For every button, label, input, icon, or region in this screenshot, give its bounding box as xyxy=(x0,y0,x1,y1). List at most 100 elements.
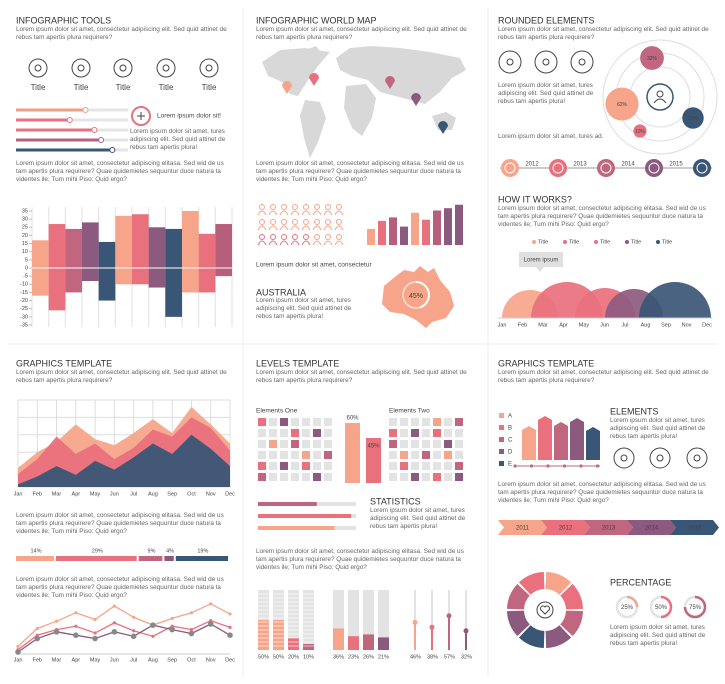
y-tick-label: 25 xyxy=(22,225,28,231)
level-cell xyxy=(411,451,419,459)
level-label: 23% xyxy=(348,654,359,660)
y-tick-label: -10 xyxy=(20,282,28,288)
x-tick-label: Jul xyxy=(130,491,137,497)
x-tick-label: Nov xyxy=(682,322,692,328)
level-label: 50% xyxy=(258,654,269,660)
paragraph: Lorem ipsum dolor sit amet, consectetur … xyxy=(498,205,706,228)
x-tick-label: Jan xyxy=(14,657,23,663)
paragraph: Lorem ipsum dolor sit amet, consectetur … xyxy=(256,26,467,41)
person-head xyxy=(281,234,287,240)
person-head xyxy=(336,204,342,210)
bar xyxy=(65,228,82,293)
y-tick-label: 10 xyxy=(22,249,28,255)
person-body xyxy=(323,240,333,246)
level-track xyxy=(378,590,389,650)
segment xyxy=(55,556,137,561)
x-tick-label: Apr xyxy=(559,322,568,328)
level-cell xyxy=(400,429,408,437)
bar xyxy=(215,224,232,277)
level-label: 10% xyxy=(303,654,314,660)
point xyxy=(189,628,194,632)
level-cell xyxy=(291,429,299,437)
point xyxy=(93,617,97,622)
person-head xyxy=(336,234,342,240)
chevron xyxy=(498,520,547,535)
level-track xyxy=(348,590,359,650)
paragraph: Lorem ipsum dolor sit amet, tures adipis… xyxy=(610,624,706,647)
axis-dot xyxy=(562,464,567,468)
person-body xyxy=(312,210,322,216)
level-cell xyxy=(302,418,310,426)
level-cell xyxy=(433,451,441,459)
y-tick-label: -35 xyxy=(20,322,28,328)
point xyxy=(169,626,175,633)
axis-dot xyxy=(513,464,517,468)
level-cell xyxy=(302,451,310,459)
bubble xyxy=(640,46,664,70)
x-tick-label: Feb xyxy=(33,657,42,663)
timeline-node xyxy=(645,159,663,177)
bar xyxy=(422,219,430,245)
bar xyxy=(444,208,452,245)
y-tick-label: 5 xyxy=(25,257,28,263)
person-body xyxy=(257,225,267,231)
level-cell xyxy=(280,429,288,437)
ring-label: 75% xyxy=(689,605,702,611)
level-cell xyxy=(269,418,277,426)
level-cell xyxy=(400,451,408,459)
segment-label: 4% xyxy=(166,548,174,554)
point xyxy=(228,625,232,629)
x-tick-label: Nov xyxy=(206,491,216,497)
icon xyxy=(534,50,558,74)
icon-glyph xyxy=(693,454,701,462)
bar xyxy=(82,222,99,282)
legend-swatch xyxy=(532,240,536,244)
add-label: Lorem ipsum dolor sit! xyxy=(157,113,221,120)
level-label: 20% xyxy=(288,654,299,660)
paragraph: Lorem ipsum dolor sit amet, tures adipis… xyxy=(610,417,706,440)
level-cell xyxy=(389,473,397,481)
bubble-label: 32% xyxy=(647,56,658,62)
legend-label: B xyxy=(508,426,512,432)
x-tick-label: Jun xyxy=(110,491,119,497)
level-track xyxy=(303,590,314,650)
level-knob xyxy=(412,619,418,625)
icon xyxy=(199,58,219,78)
section-title: HOW IT WORKS? xyxy=(498,194,572,204)
level-cell xyxy=(422,462,430,470)
x-tick-label: Aug xyxy=(148,491,158,497)
icon xyxy=(71,58,91,78)
timeline-node-inner xyxy=(504,162,516,174)
level-label: 50% xyxy=(273,654,284,660)
person-head xyxy=(292,234,298,240)
person-head xyxy=(270,204,276,210)
axis-dot xyxy=(546,464,550,468)
level-cell xyxy=(324,440,332,448)
level-cell xyxy=(422,440,430,448)
bar xyxy=(411,212,419,245)
bubble xyxy=(605,87,639,121)
share-label: 45% xyxy=(409,293,423,300)
level-cell xyxy=(324,451,332,459)
x-tick-label: Oct xyxy=(187,657,196,663)
point xyxy=(209,602,213,606)
donut-segment xyxy=(560,610,583,637)
slider-knob xyxy=(109,147,116,153)
paragraph: Lorem ipsum dolor sit amet, consectetur … xyxy=(498,481,706,504)
point xyxy=(16,644,20,649)
section-title: STATISTICS xyxy=(370,496,421,506)
level-fill xyxy=(348,636,359,650)
bar xyxy=(165,228,182,317)
level-cell xyxy=(400,418,408,426)
timeline-node xyxy=(693,159,711,177)
section-title: LEVELS TEMPLATE xyxy=(256,358,339,368)
level-cell xyxy=(422,473,430,481)
chevron-year: 2012 xyxy=(559,526,573,532)
level-cell xyxy=(422,418,430,426)
level-cell xyxy=(313,473,321,481)
point xyxy=(35,626,39,631)
orbit xyxy=(602,39,718,155)
level-cell xyxy=(455,473,463,481)
slider-knob xyxy=(91,127,98,133)
person-head xyxy=(270,219,276,225)
